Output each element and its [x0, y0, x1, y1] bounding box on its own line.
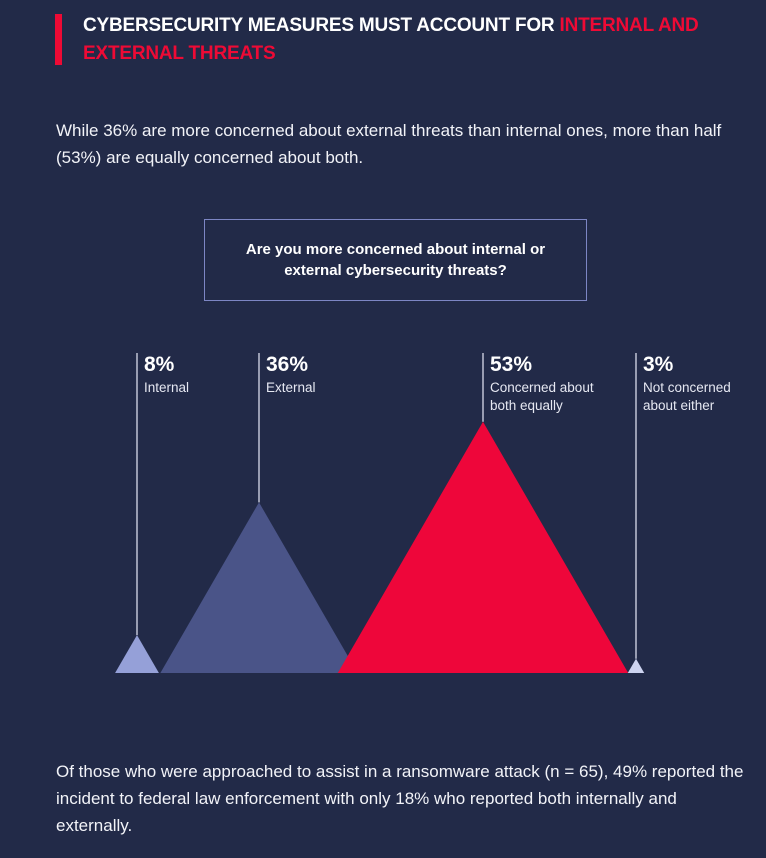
category-label: Not concerned about either — [643, 380, 731, 413]
data-label: 36% External — [266, 352, 366, 397]
triangle-mark-1 — [115, 635, 159, 673]
category-label: Internal — [144, 380, 190, 395]
category-label: Concerned about both equally — [490, 380, 594, 413]
category-label: External — [266, 380, 316, 395]
title-white-part: CYBERSECURITY MEASURES MUST ACCOUNT FOR — [83, 15, 560, 36]
title-red-part: INTERNAL AND EXTERNAL THREATS — [83, 15, 699, 64]
data-label: 8% Internal — [144, 352, 244, 397]
intro-text: While 36% are more concerned about exter… — [56, 121, 722, 167]
value-label: 53% — [490, 353, 533, 376]
question-box: Are you more concerned about internal or… — [204, 219, 587, 301]
triangle-mark-3 — [337, 421, 629, 673]
outro-text: Of those who were approached to assist i… — [56, 762, 744, 835]
title-accent-bar — [55, 14, 62, 65]
value-label: 36% — [266, 353, 309, 376]
data-label: 3% Not concerned about either — [643, 352, 733, 415]
data-label: 53% Concerned about both equally — [490, 352, 615, 415]
value-label: 3% — [643, 353, 674, 376]
page-title: CYBERSECURITY MEASURES MUST ACCOUNT FOR … — [83, 12, 763, 68]
value-label: 8% — [144, 353, 175, 376]
chart-title: Are you more concerned about internal or… — [245, 241, 546, 279]
triangle-mark-4 — [627, 658, 645, 673]
triangle-mark-2 — [160, 502, 358, 673]
